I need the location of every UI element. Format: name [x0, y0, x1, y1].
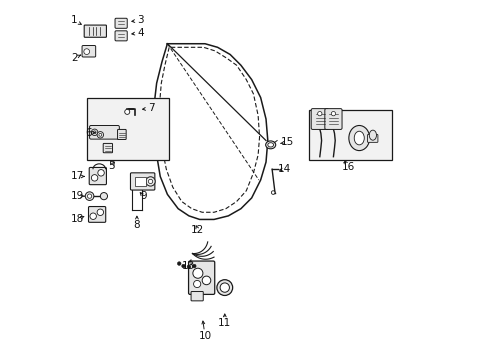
FancyBboxPatch shape [82, 45, 96, 57]
Circle shape [99, 134, 102, 136]
Circle shape [145, 177, 155, 186]
Circle shape [97, 209, 103, 216]
Circle shape [100, 193, 107, 200]
Circle shape [91, 175, 98, 181]
Circle shape [220, 283, 229, 292]
FancyBboxPatch shape [188, 261, 214, 294]
FancyBboxPatch shape [367, 134, 377, 142]
Circle shape [87, 194, 92, 198]
FancyBboxPatch shape [310, 109, 328, 130]
Circle shape [330, 112, 335, 116]
Text: 5: 5 [108, 161, 115, 171]
Circle shape [98, 170, 104, 176]
Circle shape [202, 276, 210, 285]
Circle shape [177, 262, 181, 265]
Ellipse shape [368, 130, 376, 140]
Text: 14: 14 [277, 164, 290, 174]
Text: 19: 19 [70, 191, 83, 201]
Text: 15: 15 [280, 138, 294, 147]
FancyBboxPatch shape [115, 31, 127, 41]
Circle shape [217, 280, 232, 296]
Text: 17: 17 [70, 171, 83, 181]
Text: 16: 16 [341, 162, 354, 172]
Text: 4: 4 [137, 28, 143, 38]
Ellipse shape [267, 143, 273, 147]
Circle shape [193, 280, 201, 288]
Ellipse shape [353, 131, 364, 145]
FancyBboxPatch shape [117, 130, 126, 139]
Bar [308, 110, 391, 160]
FancyBboxPatch shape [191, 292, 203, 301]
FancyBboxPatch shape [89, 126, 119, 139]
Circle shape [91, 129, 98, 135]
Circle shape [317, 112, 321, 116]
Ellipse shape [265, 141, 275, 149]
FancyBboxPatch shape [324, 109, 341, 130]
FancyBboxPatch shape [115, 18, 127, 28]
Circle shape [192, 268, 203, 278]
FancyBboxPatch shape [89, 167, 106, 185]
Text: 11: 11 [218, 319, 231, 328]
Circle shape [124, 109, 129, 114]
Text: 13: 13 [182, 261, 195, 271]
Text: 8: 8 [133, 220, 140, 230]
Circle shape [271, 191, 274, 194]
Text: 12: 12 [191, 225, 204, 235]
Circle shape [182, 264, 185, 268]
Text: 3: 3 [137, 15, 143, 26]
Text: 1: 1 [71, 15, 77, 26]
FancyBboxPatch shape [130, 173, 155, 190]
Text: 7: 7 [148, 103, 154, 113]
Circle shape [187, 265, 190, 269]
Text: 9: 9 [140, 191, 146, 201]
Circle shape [83, 49, 89, 54]
FancyBboxPatch shape [103, 143, 112, 153]
Text: 10: 10 [198, 331, 211, 341]
Circle shape [85, 192, 94, 201]
Text: 6: 6 [85, 129, 92, 138]
FancyBboxPatch shape [84, 25, 106, 37]
Circle shape [90, 213, 96, 220]
Text: 2: 2 [71, 53, 77, 63]
Circle shape [93, 131, 96, 134]
Circle shape [192, 264, 196, 268]
Circle shape [97, 132, 103, 138]
FancyBboxPatch shape [88, 207, 105, 222]
Text: 18: 18 [70, 215, 83, 224]
Bar [135, 177, 145, 186]
Circle shape [148, 179, 152, 184]
Ellipse shape [348, 126, 369, 150]
Bar [86, 98, 169, 160]
